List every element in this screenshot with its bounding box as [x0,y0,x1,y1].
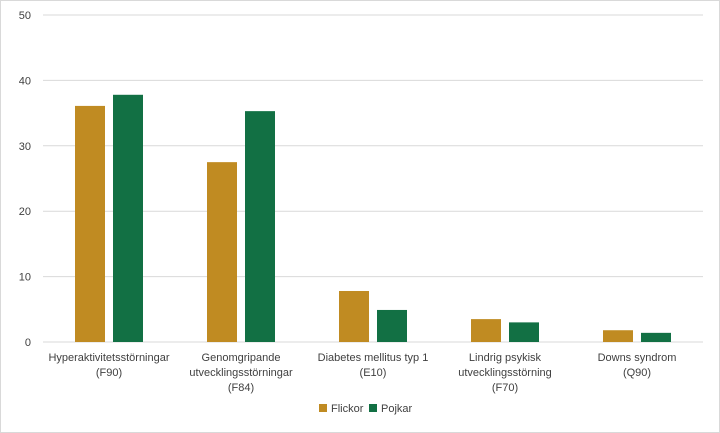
category-label: utvecklingsstörning [458,367,552,379]
category-label: (E10) [360,367,387,379]
y-tick-label: 20 [19,206,31,218]
category-label: (F90) [96,367,122,379]
category-label: Diabetes mellitus typ 1 [318,352,429,364]
category-label: (F70) [492,382,518,394]
legend-swatch-flickor [319,404,327,412]
bar-pojkar-2 [377,309,407,342]
y-tick-label: 50 [19,10,31,22]
y-tick-label: 40 [19,75,31,87]
bars [75,94,671,343]
category-label: Genomgripande [202,352,281,364]
bar-pojkar-1 [245,111,275,342]
category-label: utvecklingsstörningar [189,367,293,379]
y-tick-label: 30 [19,141,31,153]
y-axis: 0 10 20 30 40 50 [19,10,31,349]
bar-pojkar-0 [113,94,143,343]
bar-pojkar-3 [509,322,539,342]
legend-label-flickor: Flickor [331,403,364,415]
y-tick-label: 0 [25,337,31,349]
gridlines [43,14,703,343]
bar-flickor-2 [339,290,369,342]
bar-flickor-0 [75,105,105,342]
category-label: Downs syndrom [598,352,677,364]
category-label: (Q90) [623,367,651,379]
y-tick-label: 10 [19,272,31,284]
legend: Flickor Pojkar [319,403,413,415]
category-label: Lindrig psykisk [469,352,542,364]
bar-pojkar-4 [641,332,671,342]
category-label: (F84) [228,382,254,394]
x-axis: Hyperaktivitetsstörningar (F90) Genomgripa… [48,352,676,394]
bar-flickor-3 [471,319,501,342]
bar-flickor-4 [603,330,633,342]
bar-flickor-1 [207,162,237,342]
legend-label-pojkar: Pojkar [381,403,413,415]
category-label: Hyperaktivitetsstörningar [48,352,169,364]
legend-swatch-pojkar [369,404,377,412]
